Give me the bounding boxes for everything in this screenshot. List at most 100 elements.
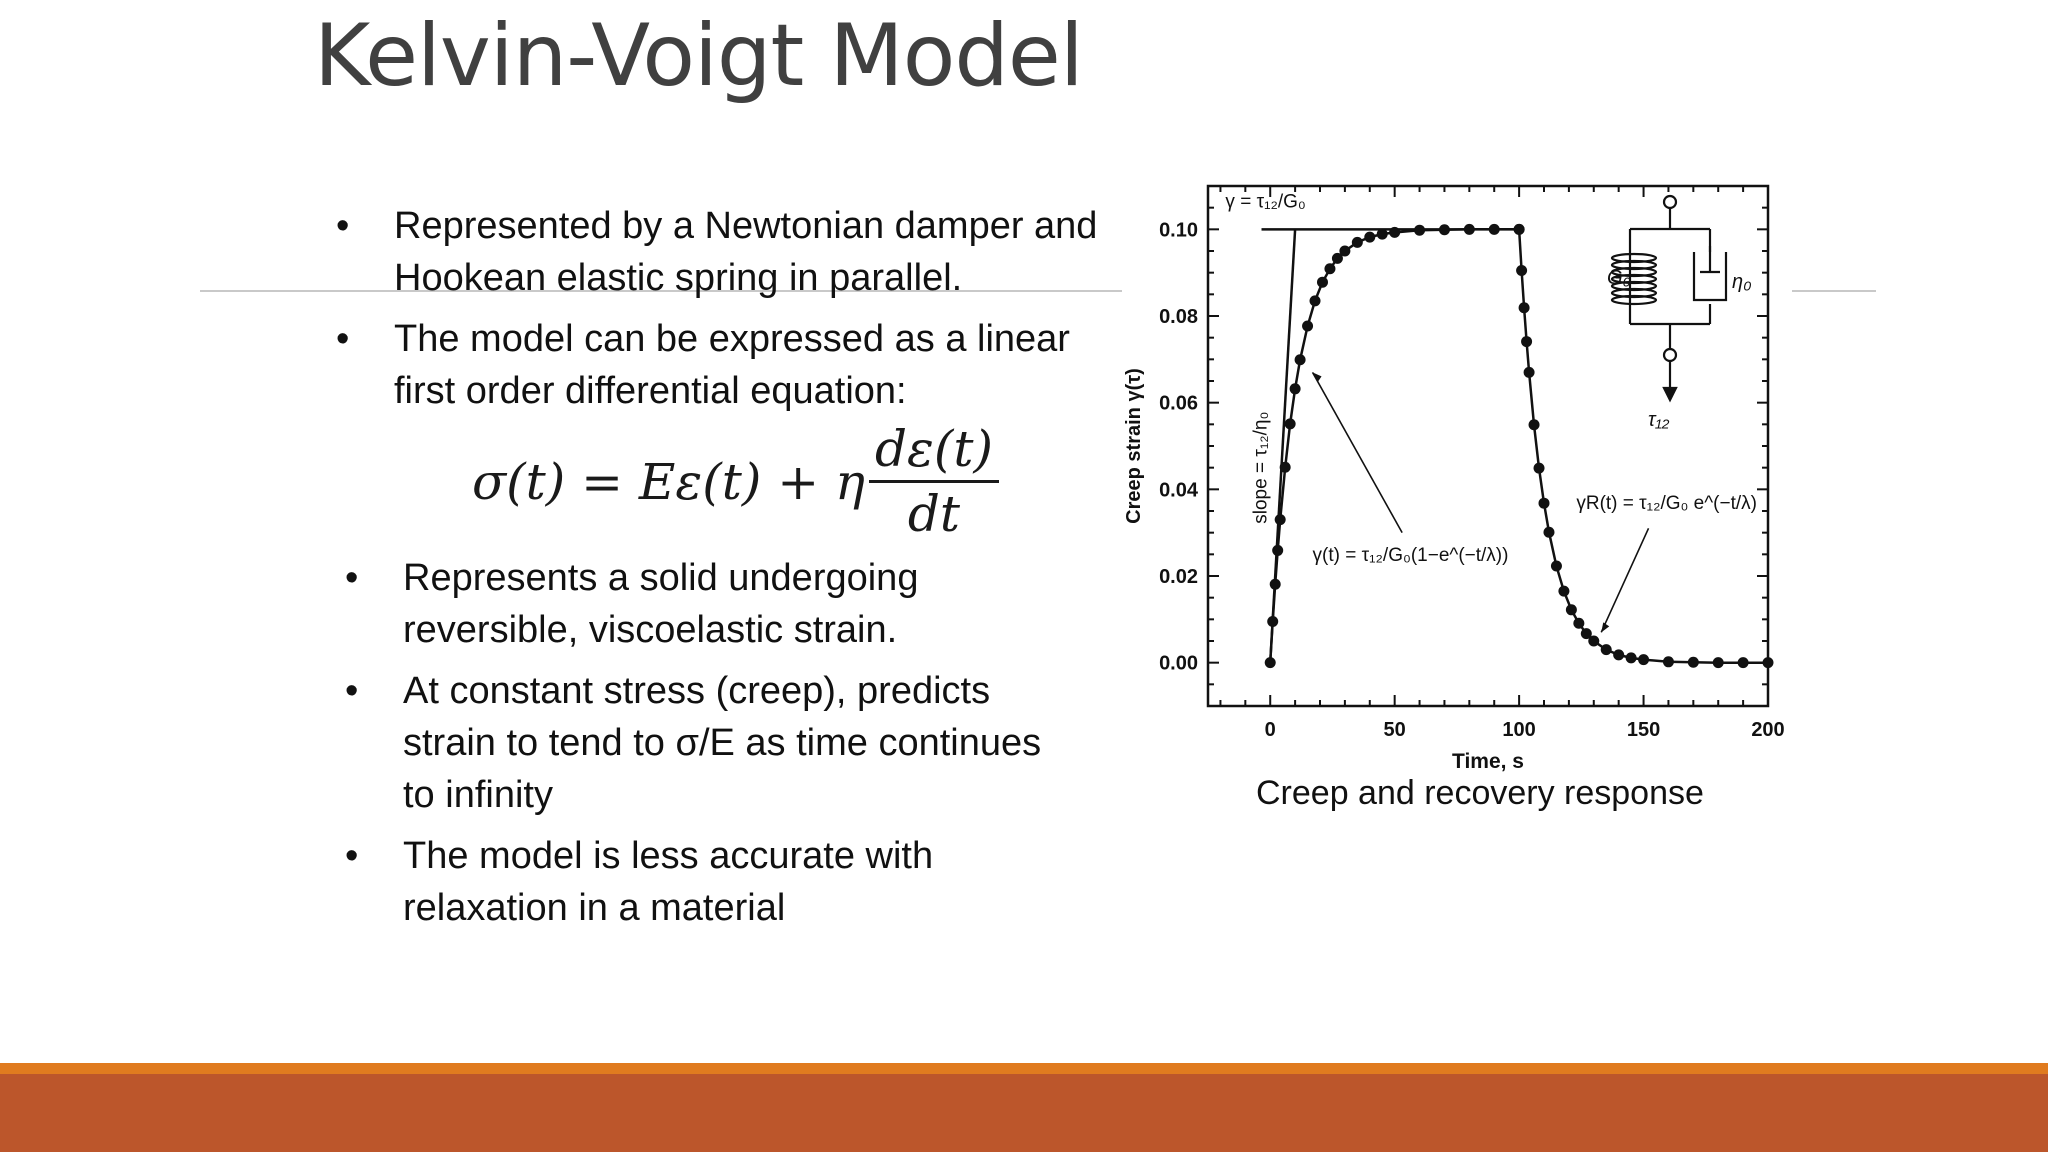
data-point xyxy=(1414,224,1426,236)
y-tick-label: 0.06 xyxy=(1159,393,1198,415)
bullet-line: reversible, viscoelastic strain. xyxy=(403,609,898,651)
bullet-line: first order differential equation: xyxy=(394,370,907,412)
initial-slope-line xyxy=(1268,229,1297,663)
bullet-item: • The model can be expressed as a linear… xyxy=(336,313,1134,417)
data-point xyxy=(1558,585,1570,597)
data-point xyxy=(1528,419,1540,431)
footer-band xyxy=(0,1074,2048,1152)
recovery-arrow-head xyxy=(1601,622,1610,633)
data-point xyxy=(1521,336,1533,348)
spring-label: G₀ xyxy=(1607,267,1631,289)
y-tick-label: 0.10 xyxy=(1159,219,1198,241)
data-point xyxy=(1662,656,1674,668)
bullet-line: strain to tend to σ/E as time continues xyxy=(403,722,1042,764)
chart-ticks xyxy=(1206,184,1770,708)
bottom-node xyxy=(1662,347,1678,363)
recovery-formula-label: γR(t) = τ₁₂/G₀ e^(−t/λ) xyxy=(1576,493,1757,514)
data-point xyxy=(1638,654,1650,666)
slide-title: Kelvin-Voigt Model xyxy=(314,6,1084,106)
data-point xyxy=(1264,657,1276,669)
data-point xyxy=(1516,265,1528,276)
bullet-line: At constant stress (creep), predicts xyxy=(403,670,991,712)
data-point xyxy=(1565,604,1577,616)
data-point xyxy=(1533,462,1545,474)
data-point xyxy=(1272,544,1284,556)
data-point xyxy=(1573,617,1585,629)
data-point xyxy=(1267,616,1279,627)
data-point xyxy=(1712,657,1724,669)
slope-label: slope = τ₁₂/η₀ xyxy=(1250,412,1271,524)
chart-points xyxy=(1264,223,1774,669)
equation-denominator: dt xyxy=(907,485,961,543)
damper-cylinder xyxy=(1692,252,1728,302)
bullet-line: The model is less accurate with xyxy=(403,835,934,877)
bullet-line: The model can be expressed as a linear xyxy=(394,318,1070,360)
data-point xyxy=(1376,228,1388,240)
data-point xyxy=(1518,302,1530,314)
data-point xyxy=(1538,497,1550,509)
bullet-dot: • xyxy=(336,205,350,247)
data-point xyxy=(1737,657,1749,669)
x-tick-label: 50 xyxy=(1384,719,1406,741)
data-point xyxy=(1339,245,1351,257)
creep-arrow-line xyxy=(1311,371,1403,534)
title-divider-right xyxy=(1792,290,1876,292)
bullet-dot: • xyxy=(345,835,359,877)
data-point xyxy=(1302,320,1314,332)
bullet-item: • The model is less accurate with relaxa… xyxy=(345,830,1103,934)
bullet-item: • Represents a solid undergoing reversib… xyxy=(345,552,1103,656)
data-point xyxy=(1324,263,1336,275)
bullet-item: • Represented by a Newtonian damper and … xyxy=(336,200,1134,304)
y-tick-label: 0.00 xyxy=(1159,653,1198,675)
x-tick-label: 150 xyxy=(1627,719,1660,741)
bullet-dot: • xyxy=(336,318,350,360)
data-point xyxy=(1588,635,1600,647)
y-tick-label: 0.04 xyxy=(1159,479,1199,501)
plateau-label: γ = τ₁₂/G₀ xyxy=(1225,192,1305,213)
bullet-list-bottom: • Represents a solid undergoing reversib… xyxy=(345,552,1103,943)
equation-fraction: dε(t) dt xyxy=(869,422,999,541)
bullet-item: • At constant stress (creep), predicts s… xyxy=(345,665,1103,821)
data-point xyxy=(1523,366,1535,378)
creep-formula-label: γ(t) = τ₁₂/G₀(1−e^(−t/λ)) xyxy=(1313,545,1509,566)
x-tick-label: 0 xyxy=(1265,719,1276,741)
bullet-line: to infinity xyxy=(403,774,553,816)
y-tick-label: 0.08 xyxy=(1159,306,1198,328)
data-point xyxy=(1438,224,1450,236)
bullet-line: relaxation in a material xyxy=(403,887,786,929)
equation-lhs: σ(t) = Eε(t) + η xyxy=(472,452,865,511)
bullet-line: Represents a solid undergoing xyxy=(403,557,919,599)
bullet-list-top: • Represented by a Newtonian damper and … xyxy=(336,200,1134,426)
data-point xyxy=(1550,560,1562,572)
top-node xyxy=(1662,194,1678,210)
data-point xyxy=(1364,231,1376,243)
data-point xyxy=(1625,652,1637,664)
bullet-line: Hookean elastic spring in parallel. xyxy=(394,257,963,299)
data-point xyxy=(1284,418,1296,430)
recovery-arrow-line xyxy=(1600,528,1650,633)
data-point xyxy=(1309,295,1321,307)
damper-label: η₀ xyxy=(1732,271,1752,293)
stress-arrow-head xyxy=(1662,386,1678,403)
data-point xyxy=(1543,526,1555,538)
title-divider-left xyxy=(200,290,1122,292)
data-point xyxy=(1279,461,1291,473)
bullet-line: Represented by a Newtonian damper and xyxy=(394,205,1098,247)
equation-numerator: dε(t) xyxy=(869,422,999,483)
data-point xyxy=(1331,252,1343,264)
x-tick-label: 100 xyxy=(1502,719,1535,741)
x-tick-label: 200 xyxy=(1751,719,1784,741)
spring-coil xyxy=(1610,294,1658,306)
data-point xyxy=(1613,649,1625,661)
data-point xyxy=(1294,354,1306,366)
stress-label: τ₁₂ xyxy=(1648,409,1670,431)
x-axis-label: Time, s xyxy=(1452,750,1524,773)
data-point xyxy=(1463,223,1475,235)
data-point xyxy=(1289,383,1301,395)
data-point xyxy=(1269,578,1281,590)
bullet-dot: • xyxy=(345,670,359,712)
chart-lines xyxy=(1261,194,1768,664)
footer-accent-stripe xyxy=(0,1063,2048,1074)
creep-recovery-chart: 0 50 100 150 200 0.00 0.02 0.04 0.06 0.08 0.10 Time… xyxy=(1112,176,1802,816)
kelvin-voigt-equation: σ(t) = Eε(t) + η dε(t) dt xyxy=(472,422,999,541)
